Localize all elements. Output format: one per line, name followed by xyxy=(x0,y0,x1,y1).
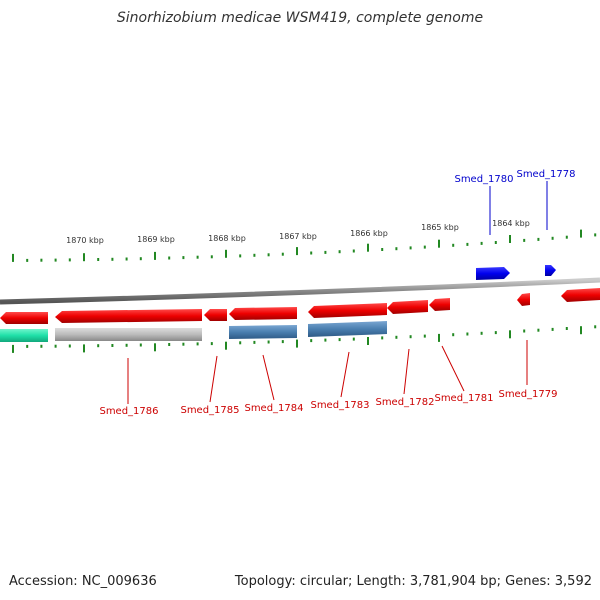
genome-title: Sinorhizobium medicae WSM419, complete g… xyxy=(116,10,484,26)
gene-smed-1783-reverse[interactable] xyxy=(308,303,387,318)
label-smed-1778[interactable]: Smed_1778 xyxy=(516,169,575,180)
label-smed-1781[interactable]: Smed_1781 xyxy=(434,393,493,404)
label-smed-1784[interactable]: Smed_1784 xyxy=(244,403,303,414)
forward-strand-genes xyxy=(476,265,556,280)
reverse-strand-genes xyxy=(0,288,600,324)
gene-fragment-left-reverse[interactable] xyxy=(0,312,48,324)
label-smed-1786[interactable]: Smed_1786 xyxy=(99,406,158,417)
scale-labels: 1870 kbp 1869 kbp 1868 kbp 1867 kbp 1866… xyxy=(66,219,530,245)
feature-track xyxy=(0,321,387,342)
label-smed-1780[interactable]: Smed_1780 xyxy=(454,174,513,185)
scale-label-1864: 1864 kbp xyxy=(492,219,530,228)
gene-smed-1780-forward[interactable] xyxy=(476,267,510,280)
scale-label-1870: 1870 kbp xyxy=(66,236,104,245)
scale-label-1866: 1866 kbp xyxy=(350,229,388,238)
scale-label-1868: 1868 kbp xyxy=(208,234,246,243)
label-smed-1779[interactable]: Smed_1779 xyxy=(498,389,557,400)
feature-smed-1784-cds[interactable] xyxy=(229,325,297,339)
feature-rna[interactable] xyxy=(0,329,48,342)
gene-smed-1784-reverse[interactable] xyxy=(229,307,297,320)
label-smed-1785[interactable]: Smed_1785 xyxy=(180,405,239,416)
gene-fragment-right-reverse[interactable] xyxy=(561,288,600,302)
genome-stats-label: Topology: circular; Length: 3,781,904 bp… xyxy=(234,574,592,589)
ruler-ticks-upper xyxy=(12,229,597,262)
gene-callouts-lower: Smed_1786 Smed_1785 Smed_1784 Smed_1783 … xyxy=(99,340,558,417)
gene-smed-1785-reverse[interactable] xyxy=(204,309,227,321)
scale-label-1867: 1867 kbp xyxy=(279,232,317,241)
feature-smed-1786-other[interactable] xyxy=(55,328,202,341)
gene-smed-1778-forward[interactable] xyxy=(545,265,556,276)
scale-label-1865: 1865 kbp xyxy=(421,223,459,232)
gene-smed-1786-reverse[interactable] xyxy=(55,309,202,323)
gene-smed-1781-reverse[interactable] xyxy=(429,298,450,311)
accession-label: Accession: NC_009636 xyxy=(9,574,157,589)
ruler-ticks-lower xyxy=(12,325,597,353)
label-smed-1782[interactable]: Smed_1782 xyxy=(375,397,434,408)
gene-smed-1779-reverse[interactable] xyxy=(517,293,530,306)
gene-smed-1782-reverse[interactable] xyxy=(387,300,428,314)
scale-label-1869: 1869 kbp xyxy=(137,235,175,244)
gene-callouts-upper: Smed_1780 Smed_1778 xyxy=(454,169,576,235)
genome-backbone xyxy=(0,277,600,305)
label-smed-1783[interactable]: Smed_1783 xyxy=(310,400,369,411)
feature-smed-1783-cds[interactable] xyxy=(308,321,387,337)
